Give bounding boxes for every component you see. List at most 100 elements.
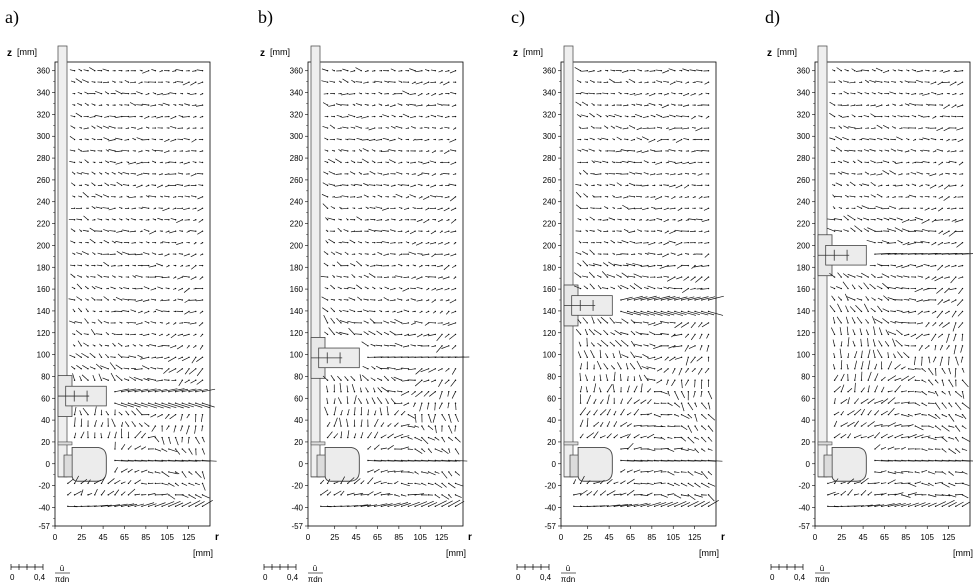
velocity-vector bbox=[627, 160, 635, 163]
velocity-vector bbox=[627, 311, 642, 316]
vector-origin bbox=[421, 150, 423, 152]
velocity-vector bbox=[197, 196, 203, 200]
vector-origin bbox=[195, 299, 197, 301]
velocity-vector bbox=[195, 437, 200, 445]
vector-origin bbox=[421, 471, 423, 473]
vector-origin bbox=[201, 322, 204, 324]
vector-origin bbox=[434, 138, 437, 141]
velocity-vector bbox=[582, 317, 588, 324]
velocity-vector bbox=[115, 162, 122, 165]
vector-origin bbox=[141, 127, 143, 129]
velocity-vector bbox=[694, 414, 698, 422]
velocity-vector bbox=[76, 172, 82, 175]
velocity-vector bbox=[688, 345, 696, 349]
vector-origin bbox=[134, 333, 136, 336]
velocity-vector bbox=[336, 114, 342, 117]
vector-origin bbox=[586, 436, 588, 439]
vector-origin bbox=[100, 138, 103, 141]
velocity-vector bbox=[620, 373, 622, 381]
vector-origin bbox=[353, 402, 356, 404]
vector-origin bbox=[333, 494, 335, 496]
velocity-vector bbox=[339, 417, 342, 427]
vector-origin bbox=[73, 161, 76, 164]
velocity-vector bbox=[616, 274, 622, 278]
vector-origin bbox=[407, 287, 410, 290]
velocity-vector bbox=[423, 379, 429, 383]
vector-origin bbox=[380, 264, 383, 267]
r-tick-label: 65 bbox=[626, 533, 635, 542]
velocity-vector bbox=[421, 483, 427, 486]
vector-origin bbox=[593, 138, 595, 141]
velocity-vector bbox=[381, 493, 391, 496]
vector-origin bbox=[195, 391, 197, 393]
vector-origin bbox=[347, 505, 349, 508]
vector-origin bbox=[181, 379, 184, 381]
vector-origin bbox=[640, 264, 642, 267]
vector-origin bbox=[326, 207, 329, 209]
vector-origin bbox=[387, 425, 389, 427]
velocity-vector bbox=[616, 182, 622, 186]
vector-origin bbox=[367, 219, 369, 221]
vector-origin bbox=[114, 459, 116, 462]
velocity-vector bbox=[377, 387, 382, 392]
velocity-vector bbox=[671, 380, 676, 387]
velocity-vector bbox=[101, 490, 106, 496]
velocity-vector bbox=[430, 114, 436, 117]
vector-origin bbox=[448, 138, 450, 141]
velocity-vector bbox=[173, 426, 176, 433]
velocity-vector bbox=[640, 265, 648, 267]
vector-origin bbox=[674, 138, 676, 141]
vector-origin bbox=[701, 368, 703, 370]
vector-origin bbox=[613, 379, 615, 381]
vector-origin bbox=[667, 310, 669, 313]
vector-origin bbox=[374, 196, 376, 198]
velocity-vector bbox=[381, 447, 387, 450]
velocity-vector bbox=[135, 445, 142, 450]
vector-origin bbox=[181, 494, 184, 496]
velocity-vector bbox=[137, 127, 143, 130]
vector-origin bbox=[168, 253, 170, 255]
velocity-vector bbox=[683, 276, 689, 281]
velocity-vector bbox=[663, 275, 669, 278]
z-tick-label: -57 bbox=[291, 522, 303, 531]
vector-origin bbox=[201, 115, 204, 118]
vector-origin bbox=[333, 70, 335, 72]
vector-origin bbox=[347, 322, 349, 324]
z-tick-label: 180 bbox=[543, 263, 557, 272]
vector-origin bbox=[667, 115, 669, 118]
vector-origin bbox=[680, 92, 683, 95]
velocity-vector bbox=[196, 379, 203, 385]
velocity-vector bbox=[441, 483, 447, 488]
vector-origin bbox=[441, 505, 443, 508]
vector-origin bbox=[121, 494, 123, 496]
velocity-vector bbox=[588, 264, 595, 266]
velocity-vector bbox=[632, 263, 642, 266]
vector-origin bbox=[660, 413, 663, 416]
vector-origin bbox=[394, 287, 396, 290]
velocity-vector bbox=[83, 215, 89, 221]
vector-origin bbox=[400, 402, 403, 404]
vector-origin bbox=[333, 253, 335, 255]
vector-origin bbox=[707, 230, 710, 232]
z-tick-label: 80 bbox=[294, 372, 303, 381]
vector-origin bbox=[586, 322, 588, 324]
vector-origin bbox=[174, 356, 177, 359]
vector-origin bbox=[627, 310, 629, 313]
vector-origin bbox=[174, 310, 177, 313]
vector-origin bbox=[701, 184, 703, 187]
velocity-vector bbox=[615, 339, 622, 347]
vector-origin bbox=[353, 173, 356, 175]
vector-origin bbox=[680, 196, 683, 198]
velocity-vector bbox=[669, 321, 675, 324]
vector-origin bbox=[367, 173, 369, 175]
vector-origin bbox=[606, 264, 609, 267]
vector-origin bbox=[360, 253, 362, 255]
velocity-vector bbox=[855, 70, 862, 72]
vector-origin bbox=[448, 413, 450, 416]
velocity-vector bbox=[322, 375, 328, 381]
vector-origin bbox=[174, 505, 177, 508]
velocity-vector bbox=[190, 81, 196, 86]
vector-origin bbox=[168, 391, 170, 393]
velocity-vector bbox=[445, 368, 450, 372]
vector-origin bbox=[421, 356, 423, 359]
